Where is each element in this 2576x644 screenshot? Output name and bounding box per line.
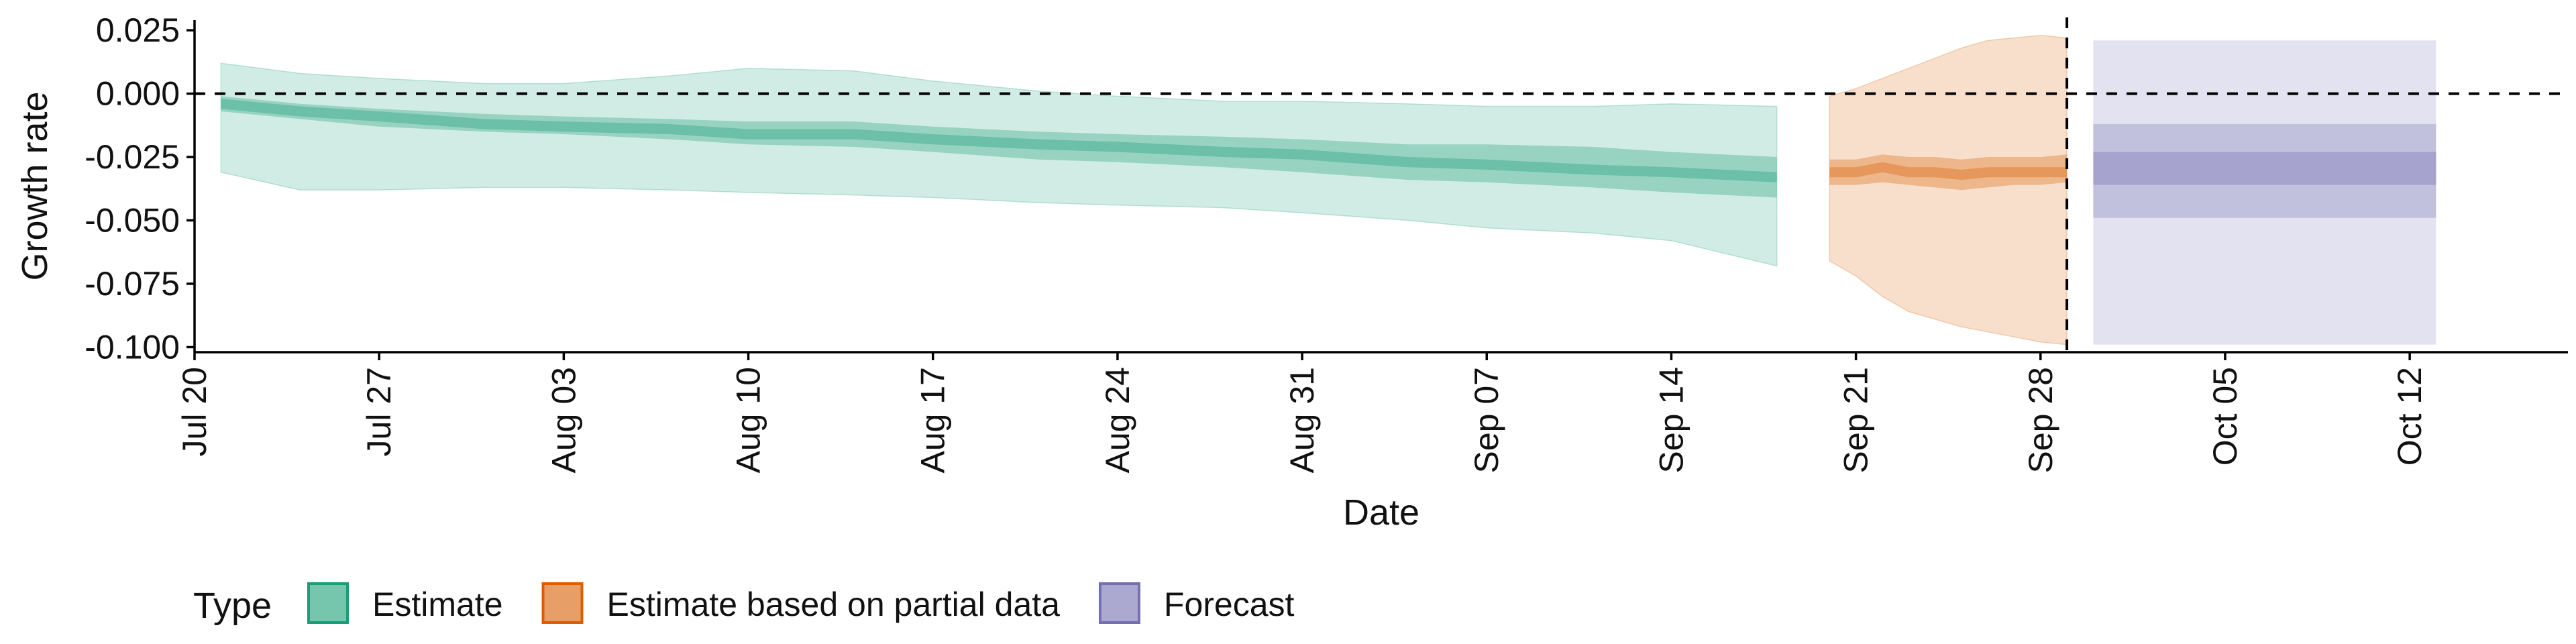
estimate-based-on-partial-data-median-band	[1829, 162, 2068, 180]
estimate-based-on-partial-data-outer-band	[1829, 34, 2068, 345]
estimate-median-band	[221, 99, 1777, 182]
estimate-inner-band	[221, 96, 1777, 198]
x-tick-label: Sep 21	[1837, 367, 1875, 473]
y-axis-title: Growth rate	[15, 91, 55, 280]
forecast-inner-band	[2093, 152, 2436, 185]
estimate-based-on-partial-data-inner-band	[1829, 154, 2068, 191]
legend-label-forecast: Forecast	[1164, 586, 1295, 623]
estimate-outer-band	[220, 62, 1778, 267]
legend-title: Type	[193, 586, 272, 626]
series-forecast	[2093, 40, 2436, 345]
x-tick-label: Jul 20	[176, 367, 213, 456]
y-tick-label: -0.100	[85, 328, 180, 366]
y-tick-label: 0.000	[96, 75, 180, 113]
x-axis-title: Date	[1343, 492, 1419, 533]
x-tick-label: Aug 17	[914, 367, 952, 473]
x-tick-label: Aug 03	[545, 367, 582, 473]
series-estimate-based-on-partial-data	[1829, 34, 2068, 345]
chart-bands	[220, 34, 2436, 345]
y-tick-label: -0.025	[85, 138, 180, 176]
x-tick-label: Sep 14	[1652, 367, 1690, 473]
x-tick-label: Aug 31	[1283, 367, 1321, 473]
legend-swatch-estimate	[307, 582, 349, 624]
y-tick-label: -0.050	[85, 202, 180, 239]
legend-swatch-forecast	[1098, 582, 1140, 624]
x-tick-label: Aug 24	[1099, 367, 1136, 473]
legend-label-estimate: Estimate	[372, 586, 503, 623]
legend-label-estimate-based-on-partial-data: Estimate based on partial data	[607, 586, 1061, 623]
y-tick-label: 0.025	[96, 11, 180, 49]
reference-lines	[195, 17, 2568, 352]
x-tick-label: Sep 28	[2022, 367, 2059, 473]
x-tick-label: Jul 27	[360, 367, 398, 456]
y-tick-label: -0.075	[85, 265, 180, 303]
legend: Type Estimate Estimate based on partial d…	[193, 582, 1295, 626]
x-tick-label: Oct 12	[2391, 367, 2428, 466]
x-tick-label: Sep 07	[1468, 367, 1505, 473]
forecast-outer-band	[2093, 40, 2436, 345]
x-tick-label: Aug 10	[730, 367, 767, 473]
forecast-middle-band	[2093, 123, 2436, 218]
x-tick-label: Oct 05	[2206, 367, 2244, 466]
series-estimate	[220, 62, 1778, 267]
legend-swatch-estimate-based-on-partial-data	[541, 582, 584, 624]
